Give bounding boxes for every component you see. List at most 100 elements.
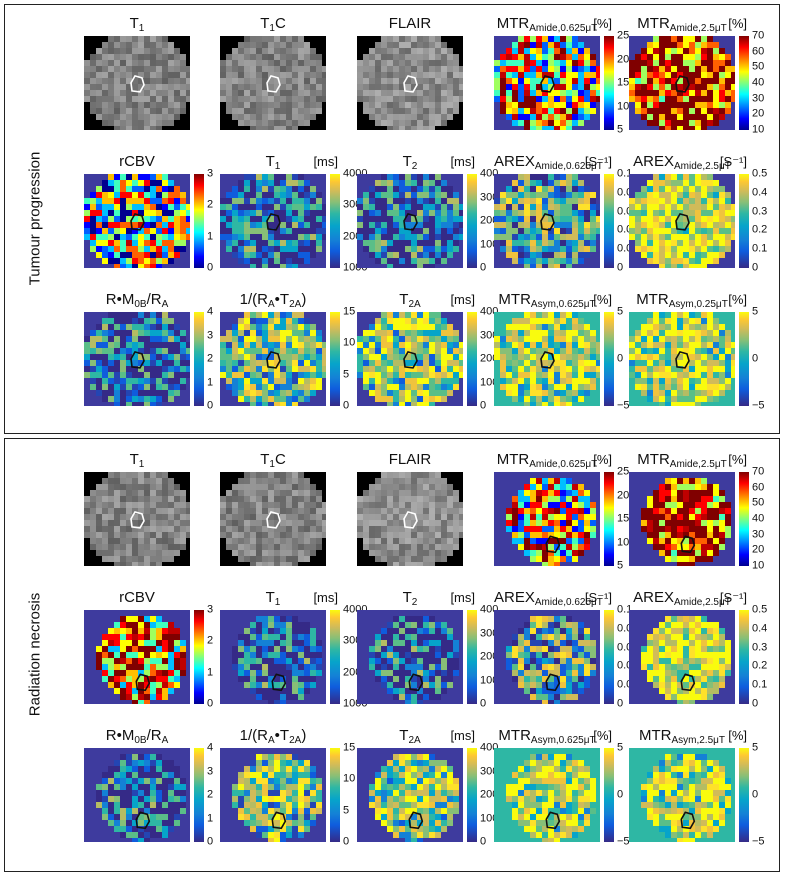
colorbar-tick-label: 0.5 [752, 167, 768, 180]
colorbar [194, 174, 204, 268]
panel-inv: 1/(RA•T2A) 15 10 5 0 [220, 290, 355, 411]
colorbar-tick-label: −5 [752, 835, 765, 848]
map-svg [357, 36, 463, 130]
colorbar-tick-label: 5 [617, 123, 624, 136]
map-image [357, 610, 463, 704]
map-texture [220, 472, 326, 566]
map-svg [629, 312, 735, 406]
title-subscript: 1 [138, 459, 145, 470]
colorbar-tick-label: 50 [752, 60, 765, 73]
colorbar-ticks: 5 0 −5 [752, 306, 776, 411]
panel-title: R•M0B/RA [84, 290, 190, 312]
colorbar [194, 312, 204, 406]
colorbar-tick-label: 0.3 [752, 641, 768, 654]
title-main: T [265, 153, 275, 170]
title-main: FLAIR [388, 15, 432, 32]
roi-outline [130, 510, 145, 529]
colorbar-tick-label: 2000 [343, 666, 368, 679]
colorbar-tick-label: 4 [207, 741, 214, 754]
colorbar-tick-label: 0 [617, 788, 624, 801]
title-subscript: Asym,2.5μT [671, 735, 726, 746]
colorbar-ticks: 5 0 −5 [617, 306, 641, 411]
title-main: 1/(R [239, 727, 268, 744]
colorbar-ticks: 400 300 200 100 0 [480, 306, 504, 411]
colorbar [604, 472, 614, 566]
map-texture [641, 616, 731, 704]
colorbar-tick-label: 300 [480, 627, 499, 639]
colorbar-tick-label: 0.1 [617, 167, 633, 180]
map-image [629, 748, 735, 842]
map-svg [629, 610, 735, 704]
map-image [84, 174, 190, 268]
title-main: T [129, 15, 139, 32]
colorbar-ticks: 5 0 −5 [617, 742, 641, 847]
roi-outline [130, 212, 145, 231]
colorbar-tick-label: −5 [752, 399, 765, 412]
map-image [84, 610, 190, 704]
map-texture [494, 312, 600, 406]
panel-t2a: T2A [ms] 400 300 200 100 0 [357, 290, 498, 411]
title-part3: ) [301, 727, 307, 744]
roi-outline [540, 350, 555, 369]
panel-mtr-low: MTRAmide,0.625μT [%] 25 20 15 10 5 [494, 14, 629, 135]
colorbar-tick-label: 0 [207, 399, 214, 412]
colorbar-tick-label: 5 [752, 305, 759, 318]
colorbar-tick-label: 20 [752, 543, 765, 556]
roi-outline [130, 74, 145, 93]
map-svg [357, 472, 463, 566]
map-image [220, 610, 326, 704]
colorbar-tick-label: 0.2 [752, 223, 768, 236]
colorbar-tick-label: 0 [752, 261, 759, 274]
title-main: T [260, 15, 270, 32]
title-main: AREX [633, 153, 674, 170]
colorbar-tick-label: 0.08 [617, 186, 639, 199]
title-main: MTR [637, 15, 670, 32]
colorbar-tick-label: 50 [752, 496, 765, 509]
colorbar-tick-label: −5 [617, 835, 630, 848]
map-image [629, 472, 735, 566]
colorbar-tick-label: 60 [752, 45, 765, 58]
title-part3: ) [301, 291, 307, 308]
colorbar-ticks: 4 3 2 1 0 [207, 742, 231, 847]
panel-title: rCBV [84, 588, 190, 610]
colorbar-tick-label: 5 [752, 741, 759, 754]
colorbar-tick-label: 2 [207, 198, 214, 211]
colorbar-tick-label: 70 [752, 465, 765, 478]
panel-arex-low-rn: AREXAmide,0.625μT [S⁻¹] 0.1 0.08 0.06 0.04 0.0… [494, 588, 638, 709]
colorbar-ticks: 15 10 5 0 [343, 306, 367, 411]
map-svg [220, 36, 326, 130]
colorbar-tick-label: 0.06 [617, 641, 639, 654]
colorbar [604, 36, 614, 130]
map-image [84, 312, 190, 406]
panel-t1map-rn: T1 [ms] 4000 3000 2000 1000 [220, 588, 367, 709]
colorbar [604, 610, 614, 704]
colorbar-tick-label: 20 [617, 53, 630, 65]
unit-label: [%] [593, 728, 612, 743]
colorbar-ticks: 70 60 50 40 30 20 10 [752, 30, 776, 135]
unit-label: [S⁻¹] [584, 154, 612, 169]
title-subscript: Amide,0.625μT [529, 23, 598, 34]
map-texture [494, 174, 600, 268]
map-texture [357, 36, 463, 130]
map-image [220, 36, 326, 130]
title-subscript: 2A [408, 299, 421, 310]
map-image [357, 36, 463, 130]
panel-title: T1 [84, 14, 190, 36]
colorbar-tick-label: 100 [480, 812, 499, 824]
map-texture [369, 616, 459, 704]
unit-label: [%] [728, 292, 747, 307]
unit-label: [S⁻¹] [719, 154, 747, 169]
panel-t2map: T2 [ms] 400 300 200 100 0 [357, 152, 498, 273]
title-subscript: Amide,0.625μT [529, 459, 598, 470]
map-image [494, 472, 600, 566]
colorbar [467, 748, 477, 842]
colorbar-tick-label: 30 [752, 92, 765, 105]
roi-outline [403, 510, 418, 529]
colorbar-tick-label: −5 [617, 399, 630, 412]
roi-outline [680, 811, 696, 830]
colorbar [739, 174, 749, 268]
title-subscript: 2 [411, 597, 418, 608]
title-part2: C [274, 451, 286, 468]
colorbar-tick-label: 0 [207, 261, 214, 274]
map-image [220, 748, 326, 842]
